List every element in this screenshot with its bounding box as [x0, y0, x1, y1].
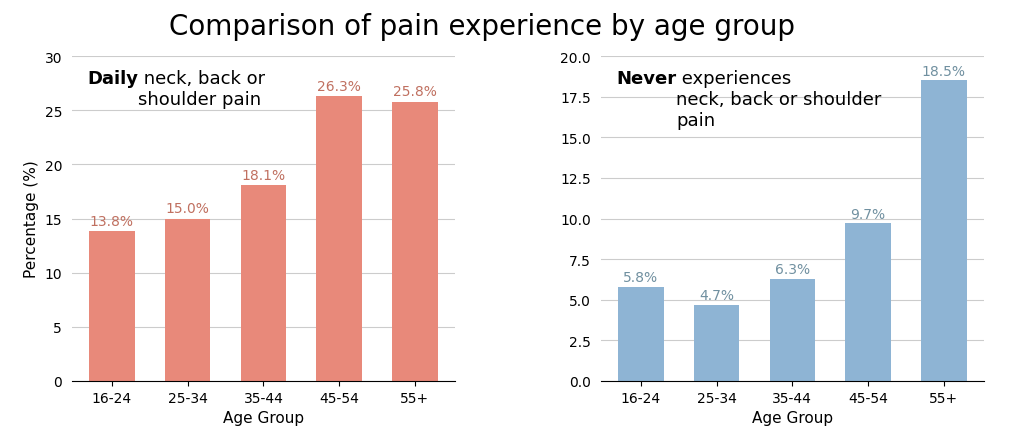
Text: Comparison of pain experience by age group: Comparison of pain experience by age gro…: [169, 13, 794, 41]
Text: 15.0%: 15.0%: [166, 202, 209, 216]
X-axis label: Age Group: Age Group: [751, 410, 833, 425]
Text: 5.8%: 5.8%: [623, 271, 658, 285]
Text: 13.8%: 13.8%: [90, 215, 134, 229]
Text: 26.3%: 26.3%: [317, 80, 361, 94]
Text: 18.5%: 18.5%: [921, 65, 966, 79]
Bar: [165, 219, 210, 381]
Text: 9.7%: 9.7%: [851, 208, 886, 222]
Bar: [694, 305, 739, 381]
Bar: [618, 287, 663, 381]
Text: Never: Never: [616, 70, 676, 88]
Bar: [846, 224, 891, 381]
Bar: [89, 232, 134, 381]
Text: 4.7%: 4.7%: [699, 289, 734, 303]
Y-axis label: Percentage (%): Percentage (%): [24, 160, 39, 278]
Text: 25.8%: 25.8%: [393, 85, 437, 99]
X-axis label: Age Group: Age Group: [222, 410, 304, 425]
Text: experiences
neck, back or shoulder
pain: experiences neck, back or shoulder pain: [676, 70, 882, 129]
Bar: [921, 81, 967, 381]
Bar: [393, 102, 438, 381]
Bar: [770, 279, 815, 381]
Bar: [241, 186, 286, 381]
Text: 6.3%: 6.3%: [775, 262, 810, 276]
Text: neck, back or
shoulder pain: neck, back or shoulder pain: [138, 70, 265, 109]
Text: 18.1%: 18.1%: [241, 168, 285, 182]
Text: Daily: Daily: [87, 70, 138, 88]
Bar: [317, 97, 362, 381]
